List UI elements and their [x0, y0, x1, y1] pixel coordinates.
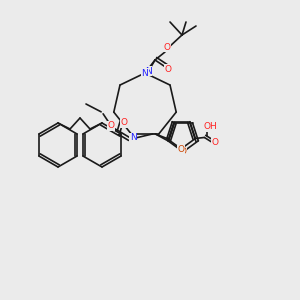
Text: N: N — [145, 67, 152, 76]
Text: O: O — [121, 118, 128, 127]
Bar — [162, 115, 204, 157]
Text: O: O — [178, 145, 184, 154]
Text: O: O — [180, 147, 187, 156]
Text: O: O — [164, 43, 170, 52]
Text: N: N — [142, 68, 148, 77]
Text: O: O — [108, 121, 115, 130]
Text: N: N — [130, 133, 136, 142]
Text: O: O — [164, 64, 172, 74]
Text: OH: OH — [203, 122, 217, 131]
Text: O: O — [212, 138, 219, 147]
